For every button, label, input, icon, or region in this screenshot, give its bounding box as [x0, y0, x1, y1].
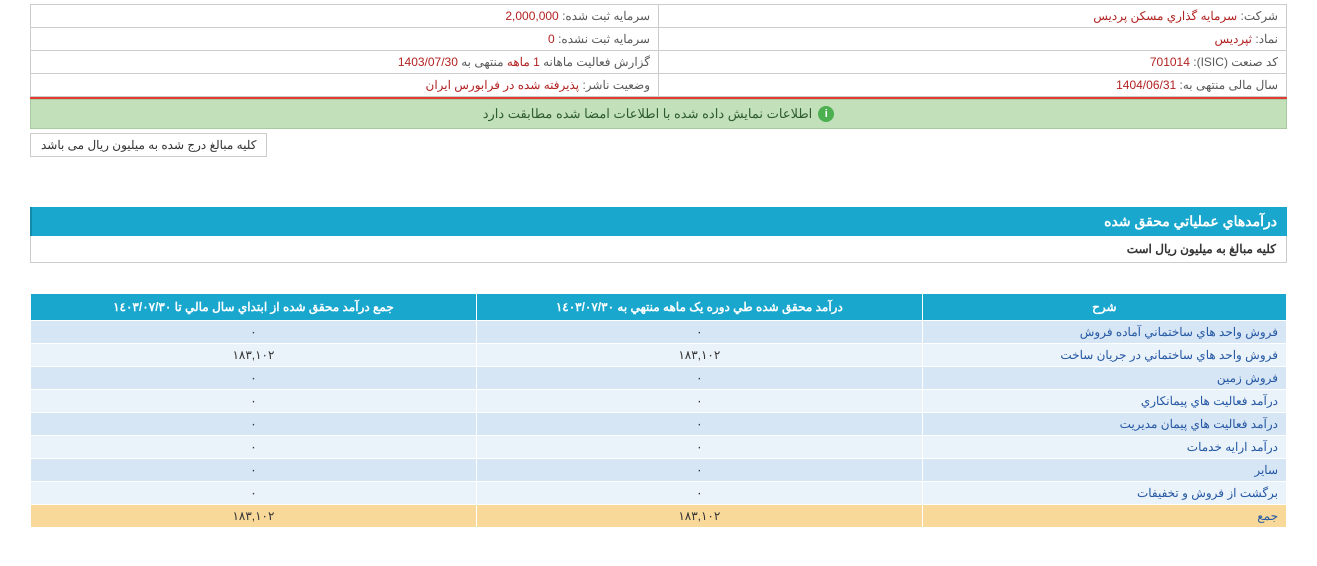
row-desc: فروش زمين [922, 367, 1286, 390]
th-desc: شرح [922, 294, 1286, 321]
row-period: ٠ [476, 459, 922, 482]
table-row: فروش واحد هاي ساختماني در جريان ساخت١٨٣,… [31, 344, 1287, 367]
row-period: ٠ [476, 321, 922, 344]
row-cumulative: ٠ [31, 459, 477, 482]
revenue-table: شرح درآمد محقق شده طي دوره يک ماهه منتهي… [30, 293, 1287, 528]
symbol-value: ثپرديس [1214, 32, 1252, 46]
row-cumulative: ٠ [31, 367, 477, 390]
company-value: سرمايه گذاري مسكن پرديس [1093, 9, 1237, 23]
section-title: درآمدهاي عملياتي محقق شده [30, 207, 1287, 236]
row-period: ١٨٣,١٠٢ [476, 344, 922, 367]
table-row: ساير٠٠ [31, 459, 1287, 482]
unit-note: کلیه مبالغ درج شده به میلیون ریال می باش… [30, 133, 267, 157]
row-desc: درآمد فعاليت هاي پيمان مديريت [922, 413, 1286, 436]
info-icon: i [818, 106, 834, 122]
row-cumulative: ٠ [31, 482, 477, 505]
table-row: درآمد ارايه خدمات٠٠ [31, 436, 1287, 459]
row-desc: درآمد ارايه خدمات [922, 436, 1286, 459]
row-cumulative: ٠ [31, 321, 477, 344]
company-label: شرکت: [1240, 9, 1278, 23]
row-period: ٠ [476, 413, 922, 436]
th-period: درآمد محقق شده طي دوره يک ماهه منتهي به … [476, 294, 922, 321]
row-cumulative: ١٨٣,١٠٢ [31, 344, 477, 367]
company-info-table: شرکت: سرمايه گذاري مسكن پرديس سرمایه ثبت… [30, 4, 1287, 97]
table-total-row: جمع١٨٣,١٠٢١٨٣,١٠٢ [31, 505, 1287, 528]
notice-text: اطلاعات نمایش داده شده با اطلاعات امضا ش… [483, 106, 813, 122]
total-desc: جمع [922, 505, 1286, 528]
isic-label: کد صنعت (ISIC): [1193, 55, 1278, 69]
row-period: ٠ [476, 436, 922, 459]
total-period: ١٨٣,١٠٢ [476, 505, 922, 528]
total-cumulative: ١٨٣,١٠٢ [31, 505, 477, 528]
th-cumulative: جمع درآمد محقق شده از ابتداي سال مالي تا… [31, 294, 477, 321]
row-desc: فروش واحد هاي ساختماني در جريان ساخت [922, 344, 1286, 367]
row-desc: فروش واحد هاي ساختماني آماده فروش [922, 321, 1286, 344]
row-cumulative: ٠ [31, 413, 477, 436]
row-cumulative: ٠ [31, 436, 477, 459]
status-label: وضعیت ناشر: [582, 78, 650, 92]
report-label-2: منتهی به [461, 55, 503, 69]
table-row: فروش زمين٠٠ [31, 367, 1287, 390]
fiscal-year-label: سال مالی منتهی به: [1180, 78, 1278, 92]
isic-value: 701014 [1150, 55, 1190, 69]
row-desc: ساير [922, 459, 1286, 482]
status-value: پذيرفته شده در فرابورس ايران [426, 78, 580, 92]
table-row: درآمد فعاليت هاي پيمان مديريت٠٠ [31, 413, 1287, 436]
row-cumulative: ٠ [31, 390, 477, 413]
report-label-1: گزارش فعالیت ماهانه [543, 55, 650, 69]
row-period: ٠ [476, 367, 922, 390]
fiscal-year-value: 1404/06/31 [1116, 78, 1176, 92]
symbol-label: نماد: [1255, 32, 1278, 46]
row-desc: برگشت از فروش و تخفيفات [922, 482, 1286, 505]
row-period: ٠ [476, 390, 922, 413]
table-row: فروش واحد هاي ساختماني آماده فروش٠٠ [31, 321, 1287, 344]
table-row: درآمد فعاليت هاي پيمانکاري٠٠ [31, 390, 1287, 413]
row-period: ٠ [476, 482, 922, 505]
unreg-capital-label: سرمایه ثبت نشده: [558, 32, 650, 46]
section-subtitle: کلیه مبالغ به میلیون ریال است [30, 236, 1287, 263]
notice-bar: i اطلاعات نمایش داده شده با اطلاعات امضا… [30, 99, 1287, 129]
reg-capital-label: سرمایه ثبت شده: [562, 9, 650, 23]
unreg-capital-value: 0 [548, 32, 555, 46]
report-date: 1403/07/30 [398, 55, 458, 69]
report-period: 1 ماهه [507, 55, 540, 69]
row-desc: درآمد فعاليت هاي پيمانکاري [922, 390, 1286, 413]
reg-capital-value: 2,000,000 [505, 9, 558, 23]
table-row: برگشت از فروش و تخفيفات٠٠ [31, 482, 1287, 505]
